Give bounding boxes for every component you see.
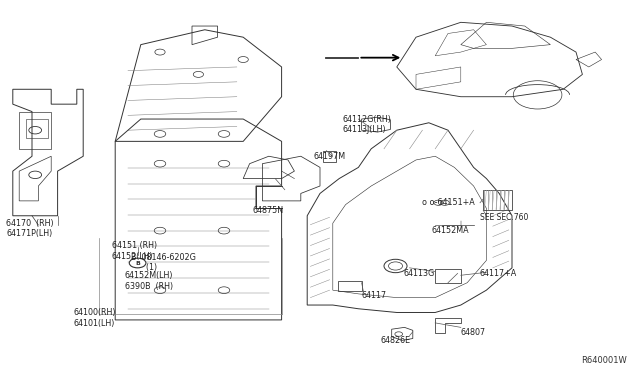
Polygon shape	[256, 186, 282, 208]
Circle shape	[384, 259, 407, 273]
Text: 64826E: 64826E	[381, 336, 411, 345]
Text: 64117: 64117	[362, 291, 387, 300]
Text: 64875N: 64875N	[253, 206, 284, 215]
Text: 64100(RH)
64101(LH): 64100(RH) 64101(LH)	[74, 308, 116, 328]
Text: 64113G: 64113G	[403, 269, 435, 278]
Text: 64152M(LH)
6390B  (RH): 64152M(LH) 6390B (RH)	[125, 271, 173, 291]
Text: 64807: 64807	[461, 328, 486, 337]
Text: R640001W: R640001W	[582, 356, 627, 365]
Text: 64197M: 64197M	[314, 152, 346, 161]
Text: 64112G(RH)
64113J(LH): 64112G(RH) 64113J(LH)	[342, 115, 391, 134]
Text: B  08146-6202G
      (1): B 08146-6202G (1)	[131, 253, 196, 272]
Text: 64151 (RH)
64152(LH): 64151 (RH) 64152(LH)	[112, 241, 157, 261]
Text: B: B	[135, 260, 140, 266]
Text: o o-64151+A: o o-64151+A	[422, 198, 475, 207]
Text: 64170  (RH)
64171P(LH): 64170 (RH) 64171P(LH)	[6, 219, 54, 238]
Text: 64117+A: 64117+A	[480, 269, 517, 278]
Text: SEE SEC.760: SEE SEC.760	[480, 213, 529, 222]
Circle shape	[129, 258, 146, 268]
Text: 64152MA: 64152MA	[432, 226, 470, 235]
